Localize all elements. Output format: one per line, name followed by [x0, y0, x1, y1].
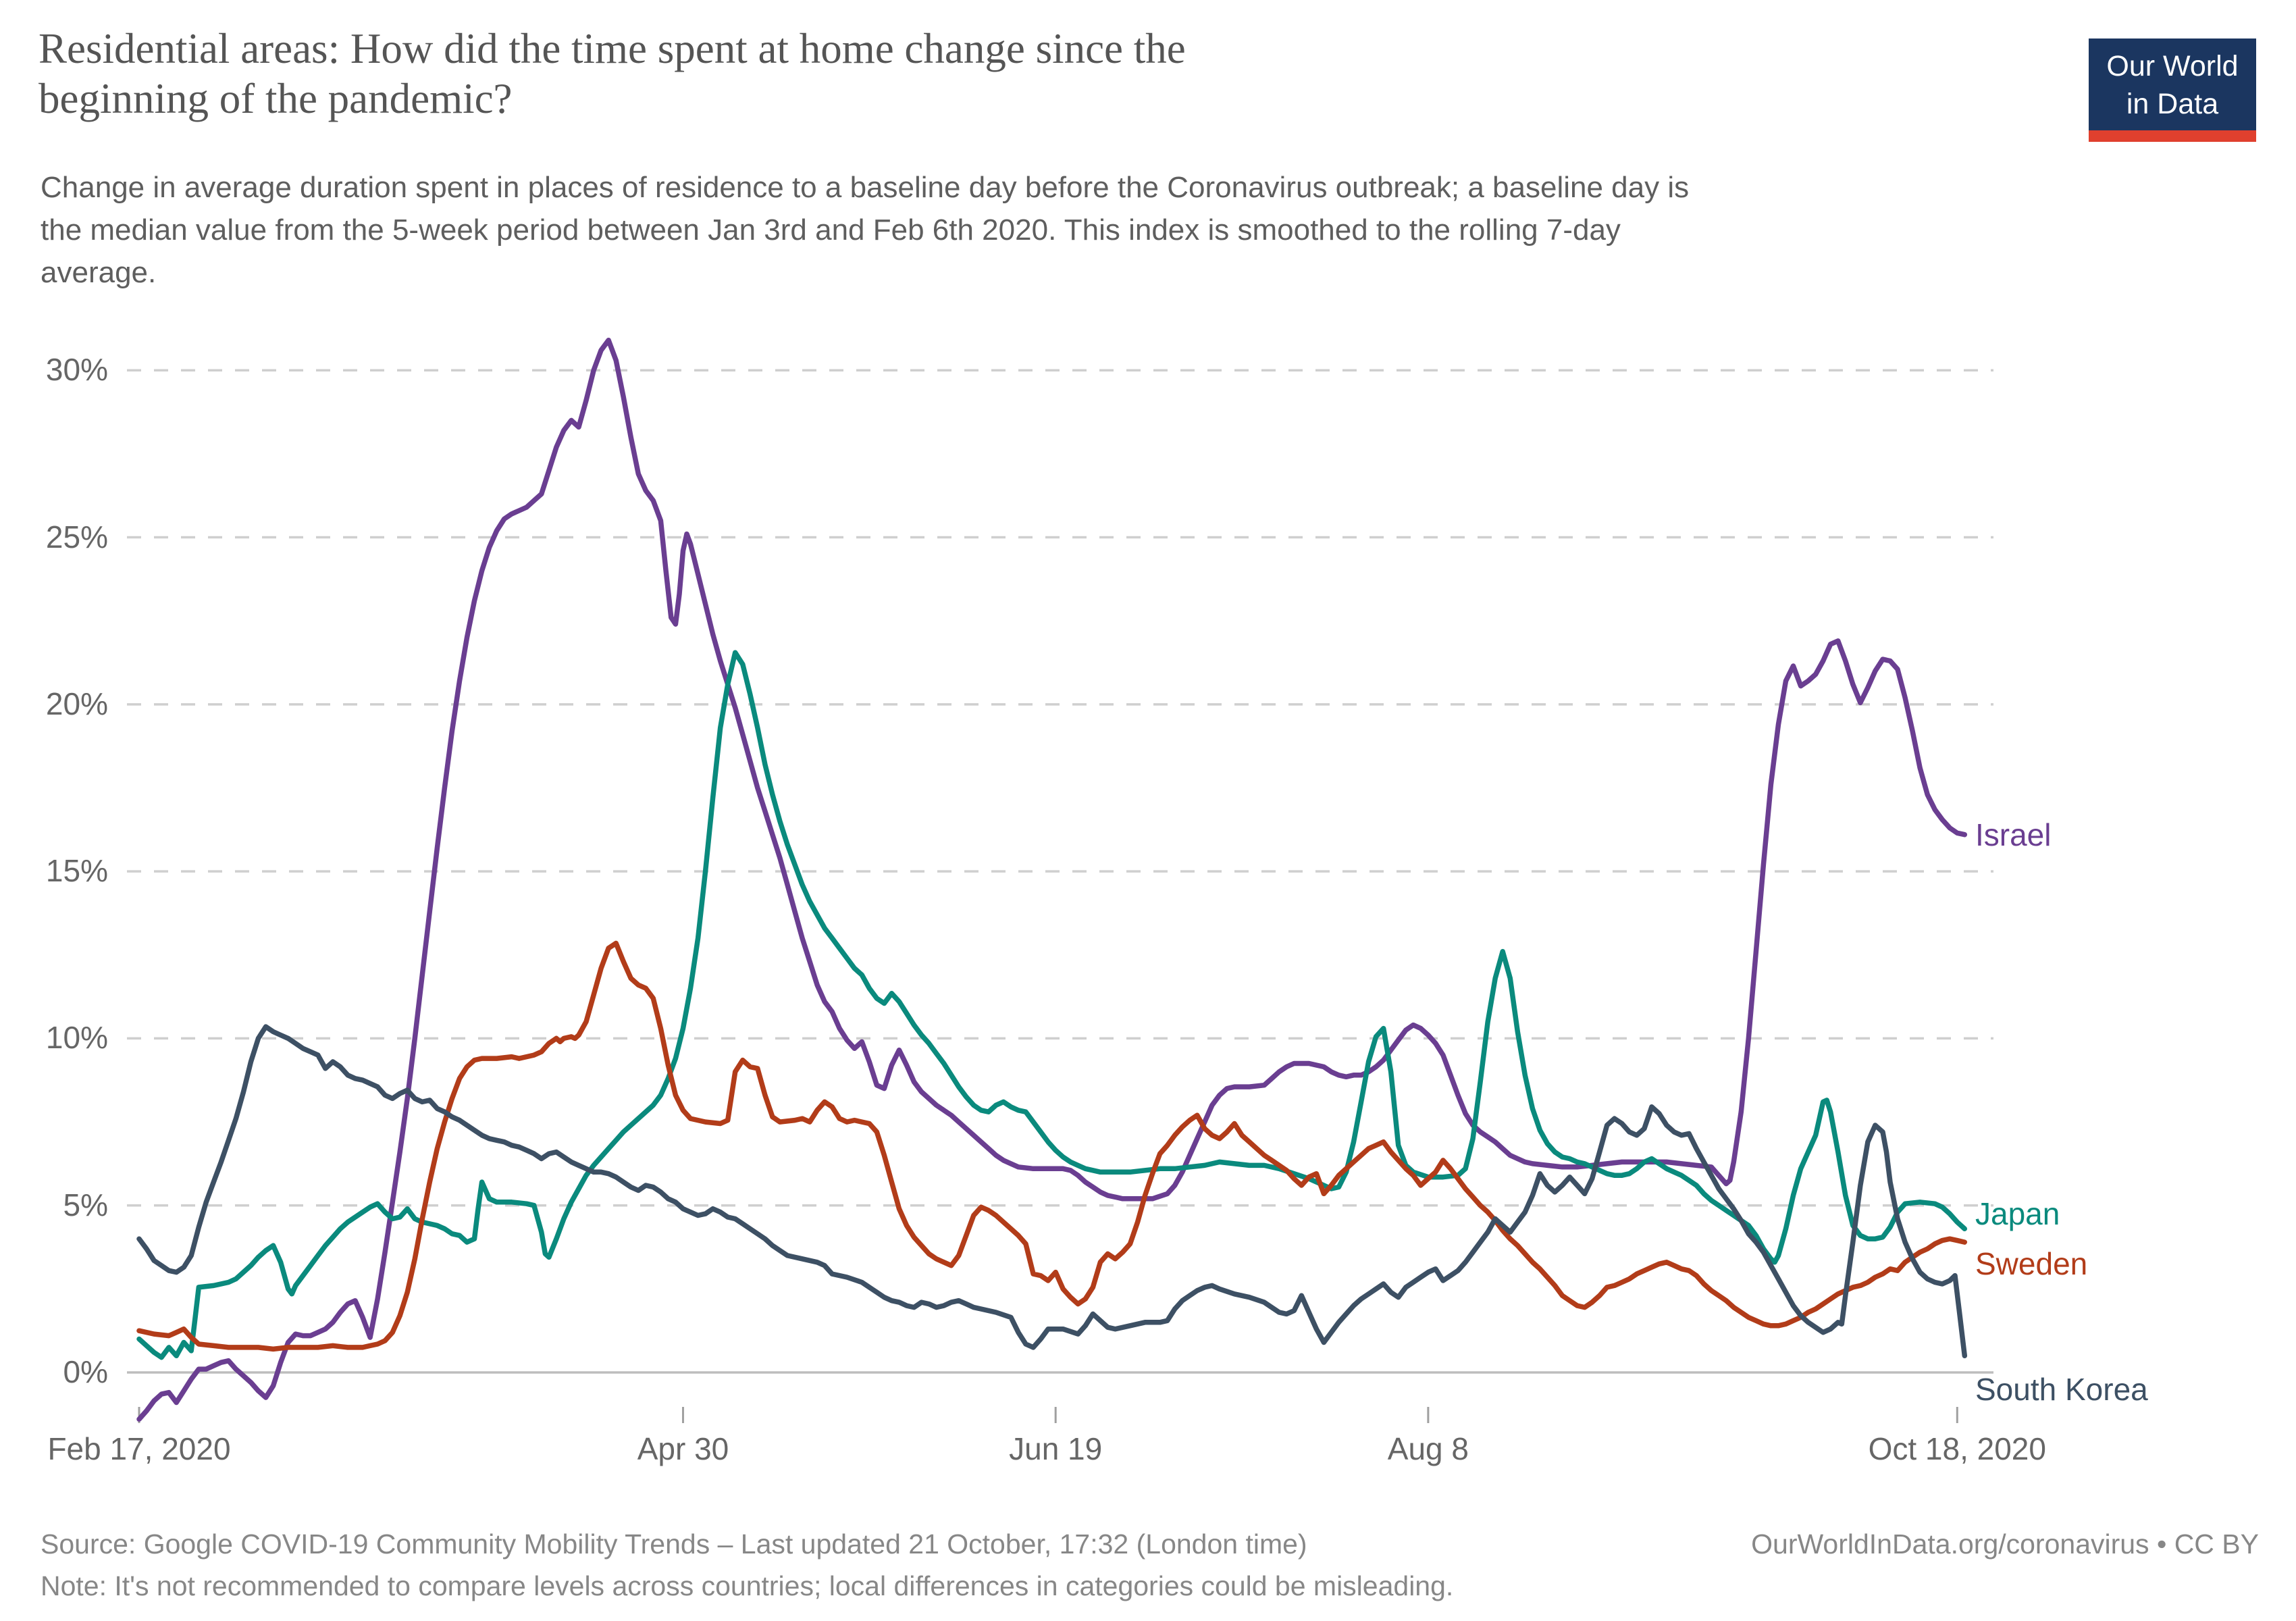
- page-title-line1: Residential areas: How did the time spen…: [38, 25, 1186, 72]
- source-link[interactable]: OurWorldInData.org/coronavirus • CC BY: [1751, 1528, 2259, 1560]
- note-text: Note: It's not recommended to compare le…: [41, 1570, 1454, 1601]
- y-axis-label-10%: 10%: [45, 1020, 108, 1056]
- legend-label-sweden[interactable]: Sweden: [1975, 1246, 2088, 1282]
- y-axis-label-0%: 0%: [63, 1354, 108, 1389]
- line-japan: [136, 650, 1968, 1360]
- x-axis-label-Jun-19: Jun 19: [1009, 1431, 1103, 1466]
- chart-subtitle: Change in average duration spent in plac…: [41, 167, 1796, 294]
- gridlines: [127, 369, 1993, 1374]
- line-sweden: [136, 940, 1968, 1352]
- legend-label-israel[interactable]: Israel: [1975, 817, 2052, 852]
- y-axis-label-5%: 5%: [63, 1187, 108, 1223]
- chart-subtitle-line1: Change in average duration spent in plac…: [41, 171, 1690, 204]
- y-axis-label-20%: 20%: [45, 686, 108, 721]
- legend-label-japan[interactable]: Japan: [1975, 1196, 2060, 1232]
- y-axis-label-30%: 30%: [45, 352, 108, 388]
- owid-logo-line1: Our World: [2106, 50, 2239, 82]
- chart-subtitle-line2: the median value from the 5-week period …: [41, 213, 1621, 247]
- line-south-korea: [136, 1024, 1968, 1359]
- chart-footer: Source: Google COVID-19 Community Mobili…: [41, 1524, 2259, 1607]
- series-lines: [136, 337, 1968, 1422]
- owid-logo[interactable]: Our World in Data: [2089, 38, 2256, 142]
- x-axis-label-Apr-30: Apr 30: [637, 1431, 729, 1466]
- line-israel: [136, 337, 1968, 1422]
- x-axis-label-Feb-17-2020: Feb 17, 2020: [47, 1431, 231, 1466]
- x-axis-tick-marks: [138, 1407, 1958, 1423]
- page-title: Residential areas: How did the time spen…: [38, 24, 1524, 124]
- x-axis-label-Aug-8: Aug 8: [1387, 1431, 1469, 1466]
- owid-logo-line2: in Data: [2126, 87, 2219, 120]
- source-text: Source: Google COVID-19 Community Mobili…: [41, 1528, 1307, 1560]
- y-axis-label-25%: 25%: [45, 519, 108, 555]
- page-title-line2: beginning of the pandemic?: [38, 74, 513, 122]
- chart-subtitle-line3: average.: [41, 255, 157, 289]
- y-axis-label-15%: 15%: [45, 853, 108, 889]
- x-axis-label-Oct-18-2020: Oct 18, 2020: [1868, 1431, 2046, 1466]
- legend-label-south-korea[interactable]: South Korea: [1975, 1371, 2148, 1407]
